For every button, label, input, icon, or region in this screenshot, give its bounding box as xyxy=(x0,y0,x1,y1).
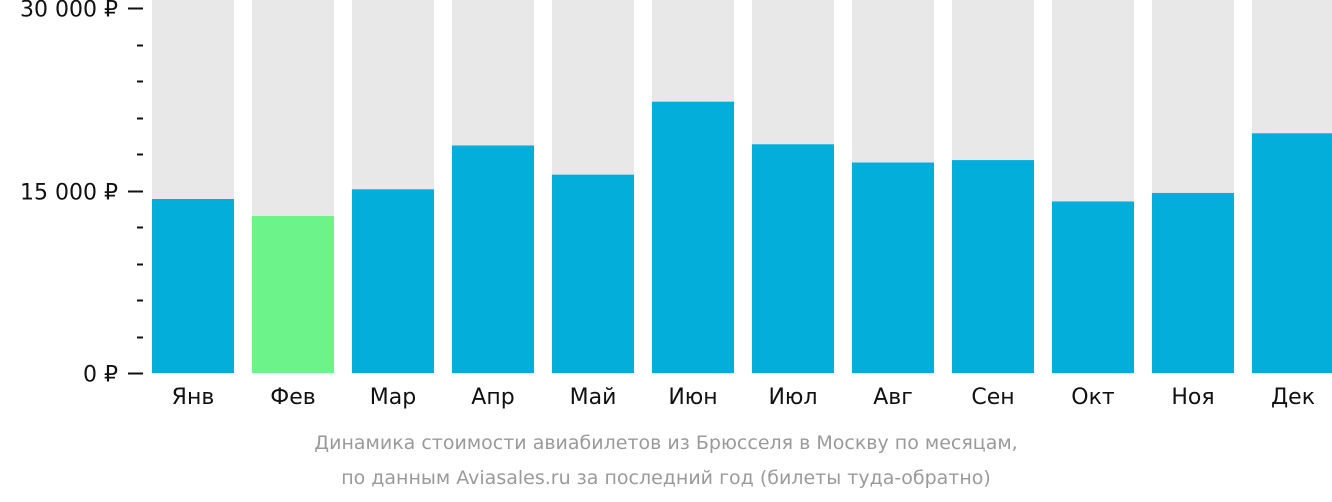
x-category-label: Июл xyxy=(768,385,817,410)
chart-caption-line-2: по данным Aviasales.ru за последний год … xyxy=(341,467,991,489)
y-tick-label: 15 000 ₽ xyxy=(20,181,118,206)
bar xyxy=(552,174,634,373)
bar-highlighted xyxy=(252,216,334,373)
bar xyxy=(652,101,734,373)
x-category-label: Мар xyxy=(370,385,416,410)
x-category-label: Фев xyxy=(270,385,315,410)
x-category-label: Авг xyxy=(873,385,913,410)
bar xyxy=(1252,133,1332,373)
bar xyxy=(852,162,934,373)
y-tick-label: 30 000 ₽ xyxy=(20,0,118,23)
bar xyxy=(752,144,834,373)
x-category-label: Окт xyxy=(1071,385,1115,410)
x-category-label: Май xyxy=(570,385,617,410)
bar xyxy=(1152,192,1234,373)
bar xyxy=(1052,201,1134,373)
bar xyxy=(452,145,534,373)
x-category-label: Дек xyxy=(1271,385,1315,410)
y-tick-label: 0 ₽ xyxy=(83,363,118,388)
bar xyxy=(352,189,434,373)
x-category-label: Янв xyxy=(172,385,215,410)
x-category-label: Сен xyxy=(971,385,1014,410)
chart-caption-line-1: Динамика стоимости авиабилетов из Брюссе… xyxy=(314,432,1018,454)
x-category-label: Июн xyxy=(668,385,717,410)
x-category-label: Апр xyxy=(471,385,514,410)
bar xyxy=(952,160,1034,373)
x-category-label: Ноя xyxy=(1171,385,1214,410)
bar xyxy=(152,199,234,373)
bar-chart: 0 ₽ 15 000 ₽ 30 000 ₽ Янв Фев Мар Апр Май Июн Июл… xyxy=(20,0,1332,410)
